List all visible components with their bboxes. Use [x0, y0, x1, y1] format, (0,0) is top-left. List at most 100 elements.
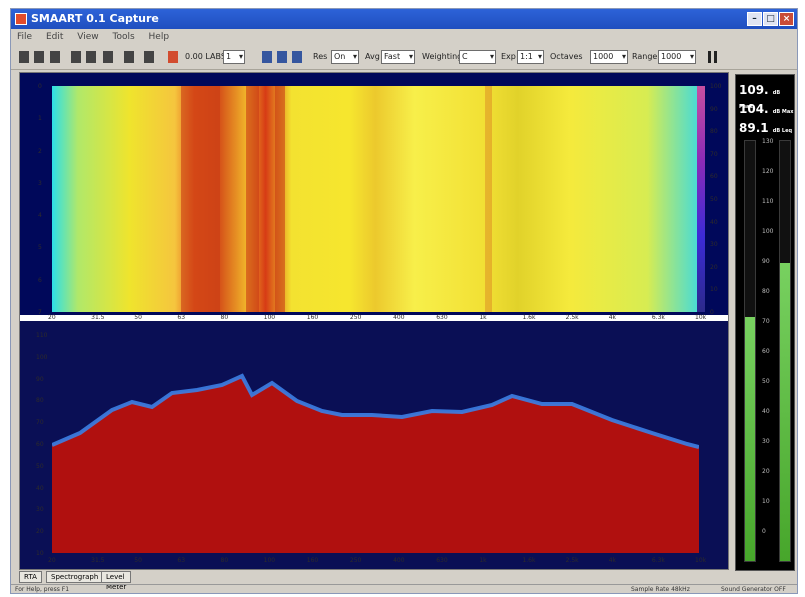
tab-rta[interactable]: RTA [19, 571, 42, 583]
colorbar [697, 86, 705, 312]
spectrum-x-tick: 63 [177, 557, 186, 564]
spectrum-x-tick: 1.6k [522, 557, 536, 564]
spectrum-y-tick: 40 [36, 484, 44, 492]
tab-spectrograph[interactable]: Spectrograph [46, 571, 104, 583]
maximize-button[interactable]: □ [763, 12, 778, 26]
meter-level-right [780, 262, 790, 561]
spectrum-x-tick: 10k [695, 557, 707, 564]
res-label: Res [313, 52, 328, 61]
spectrum-y-tick: 10 [36, 550, 44, 557]
title-bar: SMAART 0.1 Capture – □ × [11, 9, 797, 29]
capture-icon[interactable] [103, 51, 113, 63]
spectrogram-stripe [181, 86, 221, 312]
spectrogram-x-tick: 4k [608, 314, 617, 321]
trigger-icon[interactable] [86, 51, 96, 63]
tab-level-meter[interactable]: Level Meter [101, 571, 132, 591]
spectrogram-x-tick: 400 [393, 314, 405, 321]
weighting-select[interactable]: C [459, 50, 496, 64]
meter-scale-tick: 20 [762, 468, 770, 475]
max-readout: 104. dB Max [739, 102, 794, 116]
menu-edit[interactable]: Edit [45, 32, 64, 42]
spectrogram-stripe [246, 86, 260, 312]
minimize-button[interactable]: – [747, 12, 762, 26]
octaves-select[interactable]: 1000 [590, 50, 628, 64]
spectrogram-x-tick: 20 [48, 314, 56, 321]
menu-help[interactable]: Help [148, 32, 170, 42]
save-icon[interactable] [50, 51, 60, 63]
toolbar: 0.00 LABS 1 Res On Avg Fast Weighting C … [11, 45, 797, 70]
open-icon[interactable] [34, 51, 44, 63]
spectrogram [52, 86, 699, 312]
colorbar-tick: 80 [710, 128, 718, 136]
record-icon[interactable] [124, 51, 134, 63]
spectrogram-y-tick: 2 [38, 147, 42, 155]
meter-level-left [745, 317, 755, 561]
stop-icon[interactable] [168, 51, 178, 63]
colorbar-tick: 60 [710, 173, 718, 181]
meter-scale-tick: 130 [762, 138, 774, 145]
spectrogram-x-tick: 2.5k [565, 314, 579, 321]
spectrum-y-tick: 70 [36, 419, 44, 427]
window-title: SMAART 0.1 Capture [31, 12, 159, 25]
meter-scale-tick: 120 [762, 168, 774, 175]
spectrogram-stripe [485, 86, 492, 312]
spectrogram-x-tick: 1k [479, 314, 487, 321]
spectrum-y-tick: 50 [36, 462, 44, 470]
spectrum-x-tick: 4k [608, 557, 617, 564]
meter-scale-tick: 0 [762, 528, 766, 535]
exp-select[interactable]: 1:1 [517, 50, 544, 64]
spectrogram-x-tick: 250 [349, 314, 362, 321]
spectrogram-y-tick: 7 [38, 309, 42, 316]
meter-scale-tick: 60 [762, 348, 770, 355]
spectrogram-y-tick: 5 [38, 244, 42, 252]
meter-channel-left [744, 140, 756, 562]
spectrum-fill [52, 376, 699, 553]
spectrogram-stripe [275, 86, 285, 312]
spectrogram-y-tick: 1 [38, 115, 42, 123]
layout-icon[interactable] [292, 51, 302, 63]
range-select[interactable]: 1000 [658, 50, 696, 64]
menu-file[interactable]: File [17, 32, 33, 42]
octaves-label: Octaves [550, 52, 583, 61]
menu-tools[interactable]: Tools [112, 32, 135, 42]
spectrum-x-tick: 20 [48, 557, 56, 564]
avg-label: Avg [365, 52, 380, 61]
menu-bar: File Edit View Tools Help [11, 29, 797, 45]
step-icon[interactable] [144, 51, 154, 63]
preset-select[interactable]: 1 [223, 50, 245, 64]
colorbar-tick: 10 [710, 286, 718, 294]
menu-view[interactable]: View [77, 32, 99, 42]
leq-readout: 89.1 dB Leq [739, 121, 793, 135]
level-meter: 109. dB Peak 104. dB Max 89.1 dB Leq 130… [735, 74, 795, 571]
spectrogram-x-tick: 160 [306, 314, 319, 321]
new-icon[interactable] [19, 51, 29, 63]
meter-scale-tick: 100 [762, 228, 774, 235]
spectrum-y-tick: 60 [36, 441, 44, 448]
colorbar-tick: 90 [710, 105, 718, 113]
spectrum-y-tick: 110 [36, 332, 48, 339]
pause-icon-bar[interactable] [714, 51, 717, 63]
spectrum-y-tick: 80 [36, 397, 44, 405]
marker-icon[interactable] [71, 51, 81, 63]
meter-scale-tick: 10 [762, 498, 770, 505]
spectrum-x-tick: 2.5k [565, 557, 579, 564]
colorbar-tick: 40 [710, 218, 718, 226]
spectrogram-x-tick: 100 [263, 314, 276, 321]
status-help: For Help, press F1 [15, 586, 70, 593]
app-window: SMAART 0.1 Capture – □ × File Edit View … [10, 8, 798, 594]
window-icon[interactable] [277, 51, 287, 63]
range-label: Range [632, 52, 658, 61]
meter-scale: 130 120 110 100 90 80 70 60 50 40 30 20 10 0 [762, 138, 774, 559]
spectrogram-x-tick: 10k [695, 314, 707, 321]
close-button[interactable]: × [779, 12, 794, 26]
meter-scale-tick: 40 [762, 408, 770, 415]
spectrum-x-tick: 160 [306, 557, 319, 564]
exp-label: Exp [501, 52, 516, 61]
spectrogram-y-tick: 0 [38, 83, 42, 90]
spectrum-x-tick: 50 [134, 557, 142, 564]
spectrogram-y-tick: 3 [38, 179, 42, 187]
pause-icon[interactable] [708, 51, 711, 63]
avg-select[interactable]: Fast [381, 50, 415, 64]
res-select[interactable]: On [331, 50, 359, 64]
display-icon[interactable] [262, 51, 272, 63]
